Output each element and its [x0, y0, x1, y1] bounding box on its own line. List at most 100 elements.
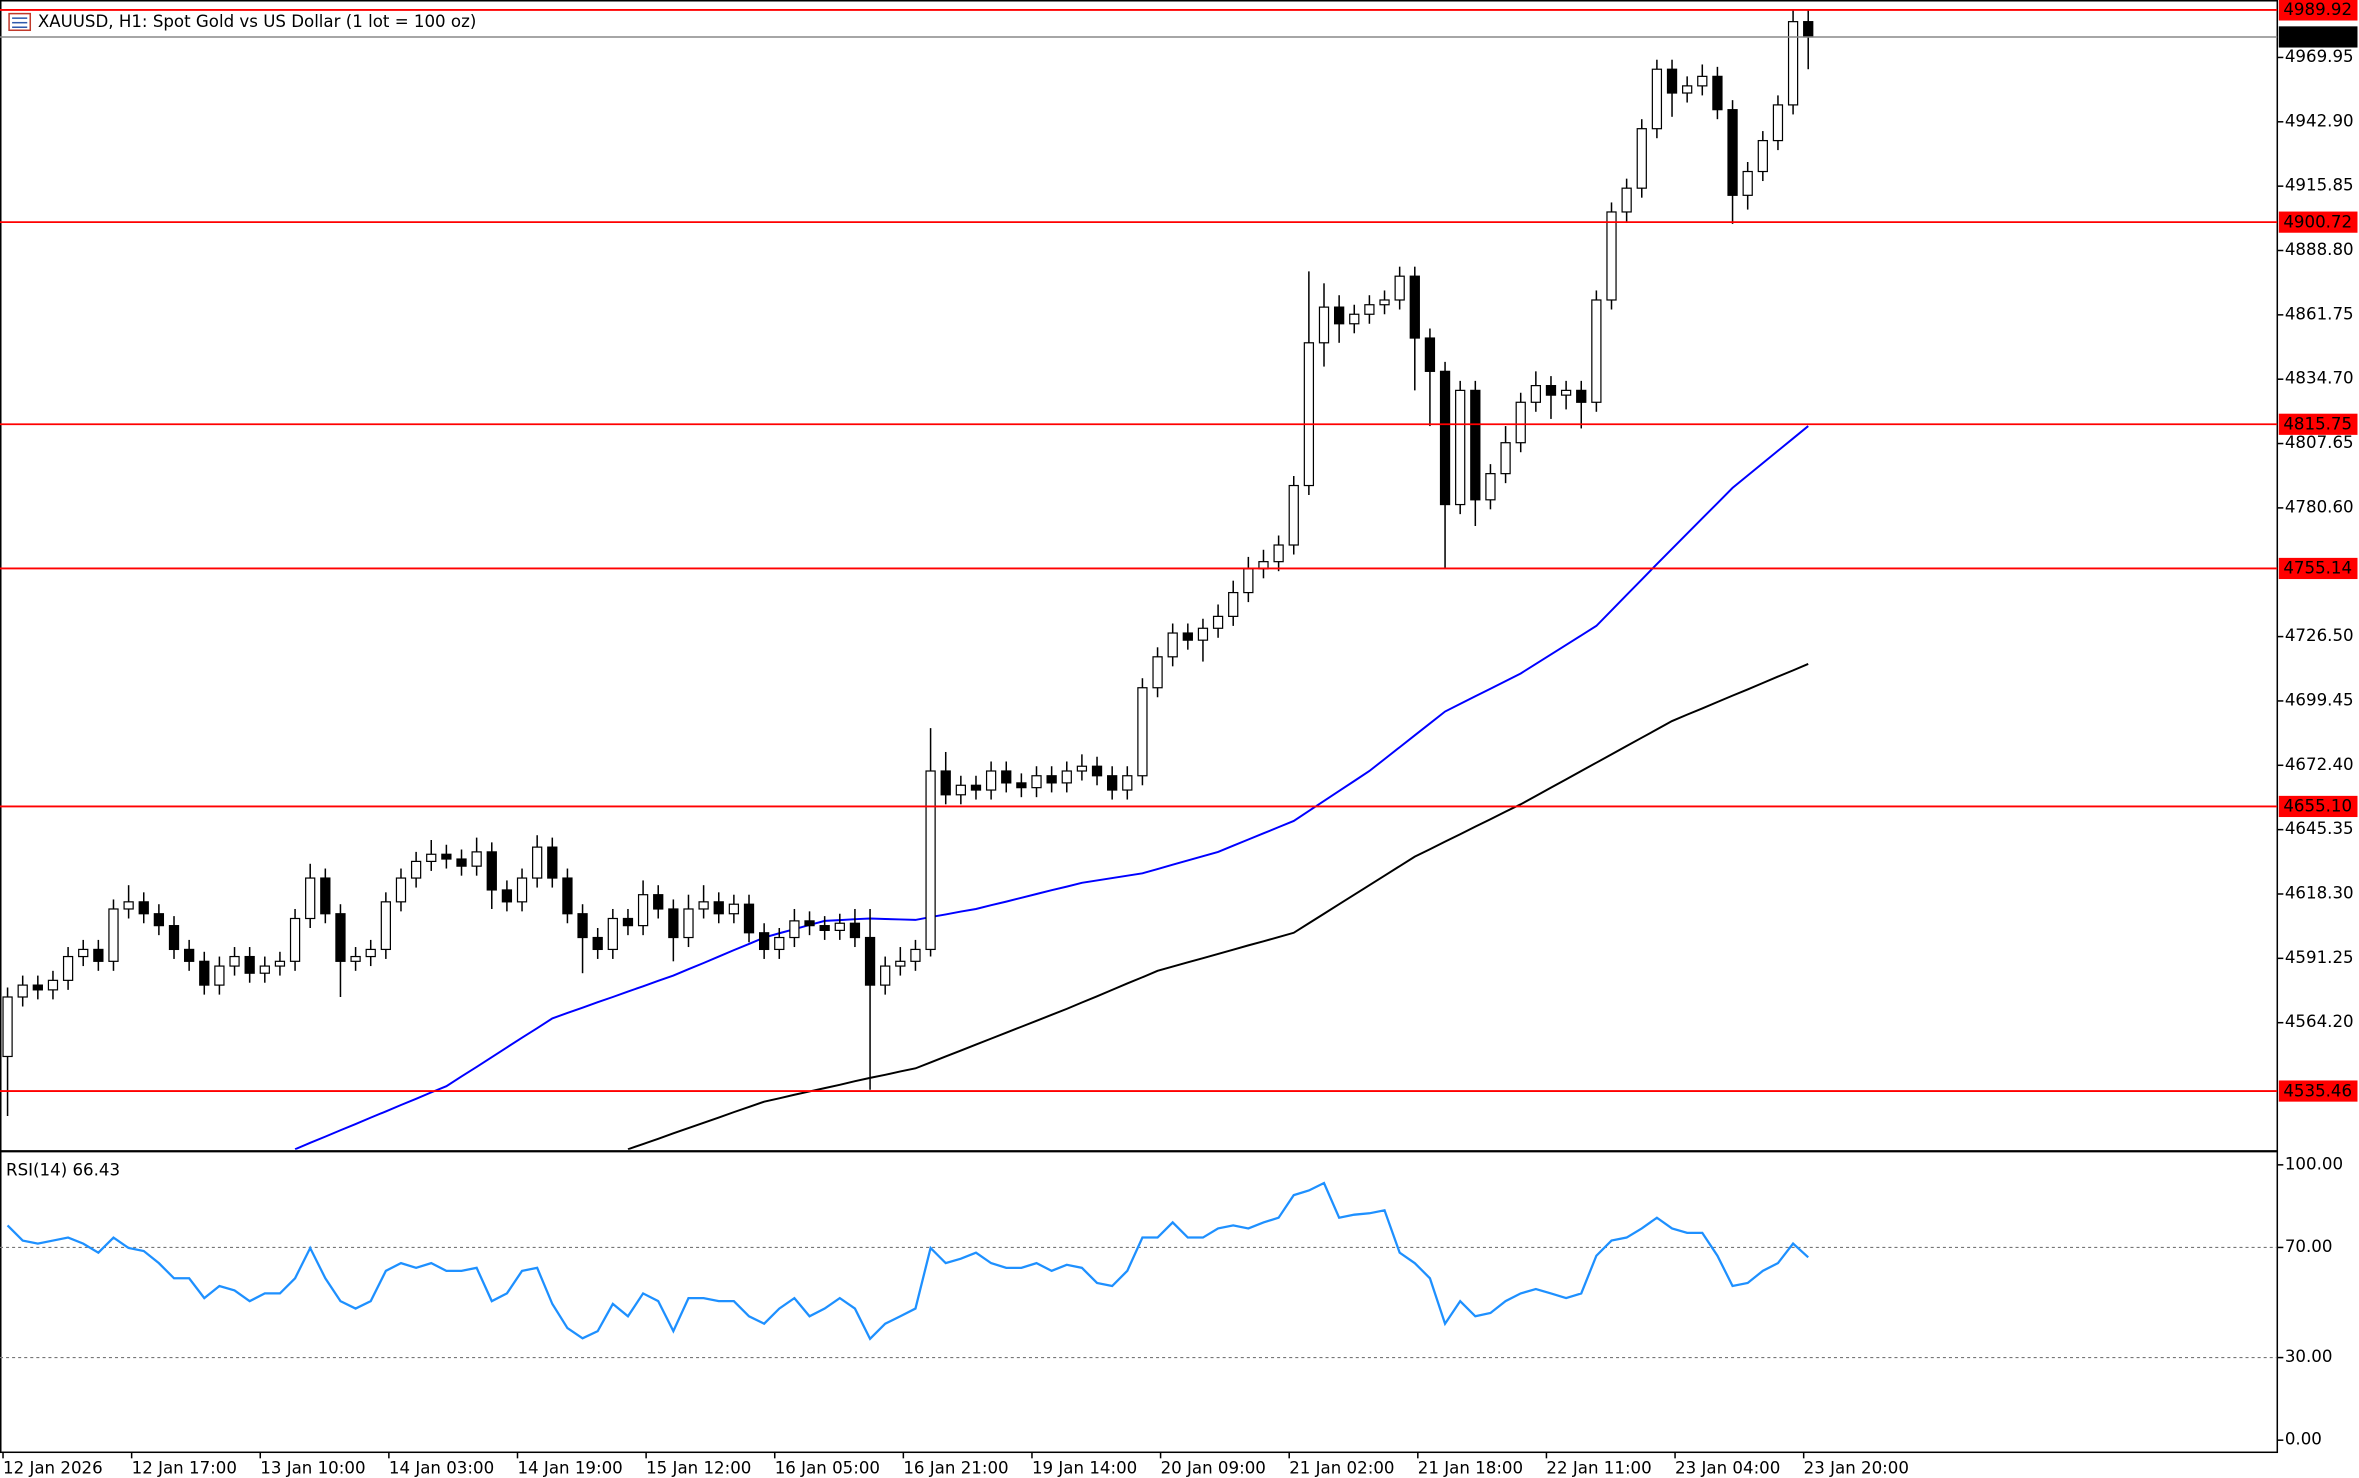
candle [683, 894, 694, 948]
candle-body [2, 996, 13, 1058]
candle [577, 904, 588, 974]
candle-body [320, 877, 331, 915]
candle [1137, 678, 1148, 786]
candle [1409, 266, 1420, 391]
candle-body [910, 948, 921, 962]
candle-body [1636, 128, 1647, 189]
candle [1318, 283, 1330, 367]
candle [985, 761, 997, 800]
candle-body [849, 922, 861, 939]
candle-body [1742, 170, 1753, 196]
candle [410, 851, 422, 888]
candle [1046, 766, 1057, 793]
candle-body [244, 955, 255, 974]
candle [1379, 290, 1390, 315]
x-tick-label: 21 Jan 18:00 [1418, 1458, 1523, 1477]
candle-body [168, 925, 180, 951]
candle [804, 911, 815, 936]
candle-body [1651, 68, 1663, 130]
candle-body [1046, 775, 1057, 784]
main-plot [0, 9, 2278, 1150]
candle [1515, 392, 1526, 453]
candle [758, 923, 770, 959]
y-tick-label: 4699.45 [2285, 690, 2354, 709]
candle [516, 868, 528, 912]
candle-body [895, 960, 906, 967]
candle [1152, 647, 1163, 698]
candle-body [547, 846, 558, 879]
candle-body [622, 917, 634, 927]
candle [1167, 623, 1178, 667]
candle [1182, 623, 1193, 650]
candle [789, 908, 800, 948]
candle [698, 885, 709, 919]
candle-body [1545, 385, 1557, 396]
candle [426, 839, 437, 871]
symbol-icon [8, 12, 32, 32]
rsi-title: RSI(14) 66.43 [6, 1160, 120, 1179]
y-tick-label: 4915.85 [2285, 176, 2354, 195]
price-level-label: 4900.72 [2283, 212, 2352, 231]
candle-body [1061, 770, 1072, 784]
candle [441, 844, 452, 869]
x-tick-label: 21 Jan 02:00 [1289, 1458, 1394, 1477]
candle-body [17, 984, 28, 998]
candle-body [1757, 139, 1768, 173]
candle [123, 885, 134, 919]
candle-body [335, 913, 346, 962]
candle-body [1137, 687, 1148, 777]
candle [2, 987, 13, 1116]
candle-body [259, 965, 270, 974]
y-tick-label: 4645.35 [2285, 819, 2354, 838]
y-tick-label: 4780.60 [2285, 497, 2354, 516]
candle-body [350, 955, 361, 962]
candle [1364, 295, 1375, 324]
candle [1712, 66, 1723, 120]
candle [1303, 271, 1315, 496]
candle [1545, 376, 1557, 419]
candle-body [1016, 782, 1027, 789]
rsi-tick-label: 100.00 [2285, 1154, 2343, 1173]
candle [1349, 304, 1360, 334]
candle [1787, 9, 1799, 115]
candle-body [229, 955, 240, 967]
candle [335, 904, 346, 997]
candle [1591, 290, 1602, 412]
candle-body [123, 901, 134, 910]
candle [1288, 476, 1299, 555]
candle [1485, 464, 1496, 510]
candle [78, 939, 89, 967]
candle [138, 892, 149, 924]
candle [1001, 761, 1012, 793]
candle-body [1091, 765, 1103, 777]
candle-body [864, 936, 876, 986]
candle [1606, 202, 1617, 310]
candle-body [1228, 591, 1239, 617]
candle [1530, 371, 1541, 412]
candle [168, 916, 180, 959]
candle [1333, 295, 1345, 343]
candle-body [516, 877, 528, 903]
x-tick-label: 23 Jan 04:00 [1675, 1458, 1780, 1477]
candle-body [1379, 299, 1390, 306]
y-tick-label: 4564.20 [2285, 1012, 2354, 1031]
candle-body [668, 908, 679, 939]
candle-body [1470, 389, 1481, 501]
candle [365, 939, 376, 967]
x-tick-label: 14 Jan 03:00 [389, 1458, 494, 1477]
candle [1651, 59, 1663, 139]
candle-body [698, 901, 709, 910]
candle-body [1591, 299, 1602, 403]
candle-body [834, 922, 845, 931]
candle-body [1560, 389, 1572, 396]
candle [32, 975, 43, 1000]
candle-body [78, 948, 89, 958]
candle-body [501, 889, 513, 903]
candle-body [1803, 21, 1814, 38]
candle-body [108, 908, 119, 962]
candle-body [1682, 85, 1693, 94]
moving-average-line [294, 425, 1809, 1150]
candle-body [1001, 770, 1012, 784]
candle-body [486, 851, 497, 891]
